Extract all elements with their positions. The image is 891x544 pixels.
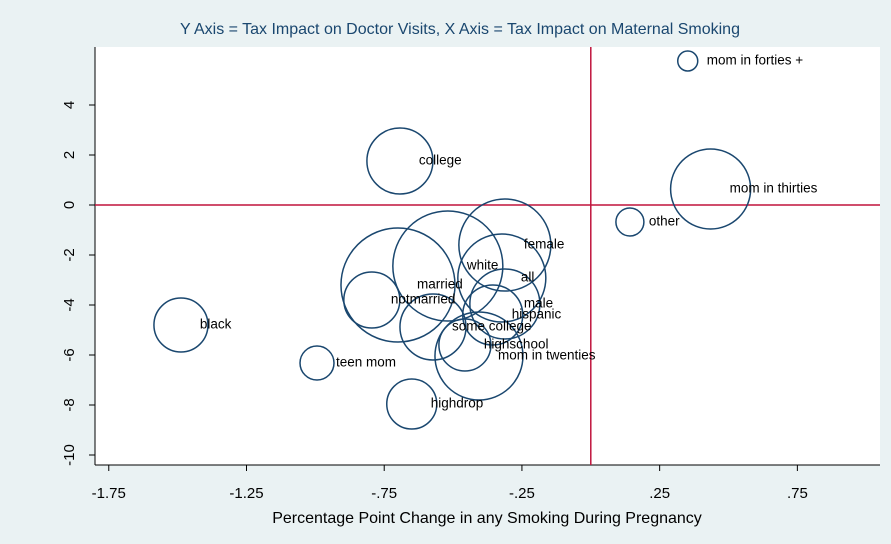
bubble [615,207,645,237]
bubble-label: highschool [484,337,549,352]
y-tick-label: -10 [61,444,78,466]
bubble [434,311,524,401]
plot-area [95,47,880,465]
bubble [340,227,456,343]
bubble-label: highdrop [431,396,484,411]
bubble-label: white [466,258,499,273]
x-tick-label: .25 [649,485,670,502]
bubble [343,271,401,329]
bubble-label: married [417,277,463,292]
x-tick-label: -.25 [509,485,535,502]
bubble-label: notmarried [391,292,456,307]
x-tick-label: -1.25 [229,485,263,502]
x-axis-label: Percentage Point Change in any Smoking D… [272,510,702,527]
bubble-label: all [521,270,535,285]
bubble-label: mom in thirties [730,181,818,196]
bubble-label: teen mom [336,355,396,370]
bubble [386,378,438,430]
x-tick-label: -1.75 [92,485,126,502]
y-tick-label: 2 [61,151,78,159]
y-tick-label: -2 [61,248,78,261]
y-tick-label: -6 [61,348,78,361]
chart-title: Y Axis = Tax Impact on Doctor Visits, X … [180,21,740,38]
bubble [438,318,492,372]
bubble-label: mom in twenties [498,348,596,363]
y-tick-label: -4 [61,298,78,311]
bubble [458,198,552,292]
bubble-label: hispanic [512,307,562,322]
y-tick-label: -8 [61,398,78,411]
bubble [299,345,335,381]
bubble [669,148,752,230]
bubble-label: college [419,153,462,168]
y-tick-label: 0 [61,201,78,209]
bubble-label: black [200,317,232,332]
y-tick-label: 4 [61,101,78,109]
bubble-label: other [649,214,680,229]
bubble [399,293,467,361]
bubble-label: mom in forties + [707,53,804,68]
bubble [153,297,209,353]
x-tick-label: .75 [787,485,808,502]
x-tick-label: -.75 [371,485,397,502]
bubble [457,233,547,323]
bubble-label: female [524,237,565,252]
bubble [392,210,504,322]
bubble [469,268,541,340]
bubble [366,127,434,195]
bubble [676,50,699,72]
bubble-label: male [524,296,553,311]
bubble-label: some college [452,319,532,334]
